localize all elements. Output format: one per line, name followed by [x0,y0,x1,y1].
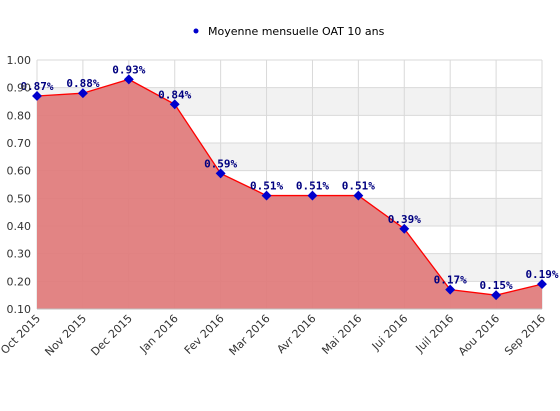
data-point [307,190,318,201]
legend-label: Moyenne mensuelle OAT 10 ans [208,25,385,38]
area-layer [37,79,542,309]
y-tick-label: 0.70 [7,137,32,150]
x-tick-label: Oct 2015 [0,312,43,357]
y-tick-label: 0.80 [7,109,32,122]
y-tick-label: 0.40 [7,220,32,233]
x-tick-label: Dec 2015 [88,312,135,359]
x-tick-label: Sep 2016 [502,312,548,358]
line-layer [36,78,543,296]
data-label: 0.88% [66,77,99,90]
y-tick-label: 0.10 [7,303,32,316]
x-tick-label: Jan 2016 [137,312,181,356]
data-label: 0.15% [480,279,513,292]
x-tick-label: Jui 2016 [369,312,411,354]
x-tick-label: Fev 2016 [182,312,227,357]
y-tick-label: 1.00 [7,54,32,67]
data-point [261,190,272,201]
legend-marker [193,28,199,34]
y-tick-label: 0.50 [7,192,32,205]
y-axis: 0.10 0.20 0.30 0.40 0.50 0.60 0.70 0.80 0.90 1.00 [7,54,32,316]
data-label: 0.19% [525,268,558,281]
x-axis: Oct 2015 Nov 2015 Dec 2015 Jan 2016 Fev 2016… [0,308,548,359]
series-line [36,78,543,296]
data-label: 0.59% [204,157,237,170]
data-label: 0.51% [250,180,283,193]
data-label-layer: 0.87% 0.88% 0.93% 0.84% 0.59% 0.51% 0.51% 0.51%… [20,63,558,292]
series-area [37,79,542,309]
x-tick-label: Juil 2016 [413,312,457,356]
x-tick-label: Aou 2016 [456,312,502,358]
data-point [353,190,364,201]
x-tick-label: Nov 2015 [42,312,89,359]
x-tick-label: Avr 2016 [274,312,318,356]
x-tick-label: Mai 2016 [319,312,364,357]
data-point [537,279,547,290]
x-tick-label: Mar 2016 [227,312,273,358]
data-point [399,223,410,234]
y-tick-label: 0.20 [7,275,32,288]
y-tick-label: 0.90 [7,82,32,95]
data-point [491,290,502,301]
data-point [169,99,180,110]
data-label: 0.51% [296,180,329,193]
data-label: 0.93% [112,63,145,76]
data-label: 0.87% [20,80,53,93]
data-point [215,168,226,179]
y-tick-label: 0.60 [7,165,32,178]
data-label: 0.17% [434,274,467,287]
data-label: 0.84% [158,88,191,101]
data-point [445,284,456,295]
data-label: 0.39% [388,213,421,226]
data-point [77,88,88,99]
legend: Moyenne mensuelle OAT 10 ans [193,25,385,38]
data-point [32,91,42,101]
data-label: 0.51% [342,180,375,193]
y-tick-label: 0.30 [7,248,32,261]
